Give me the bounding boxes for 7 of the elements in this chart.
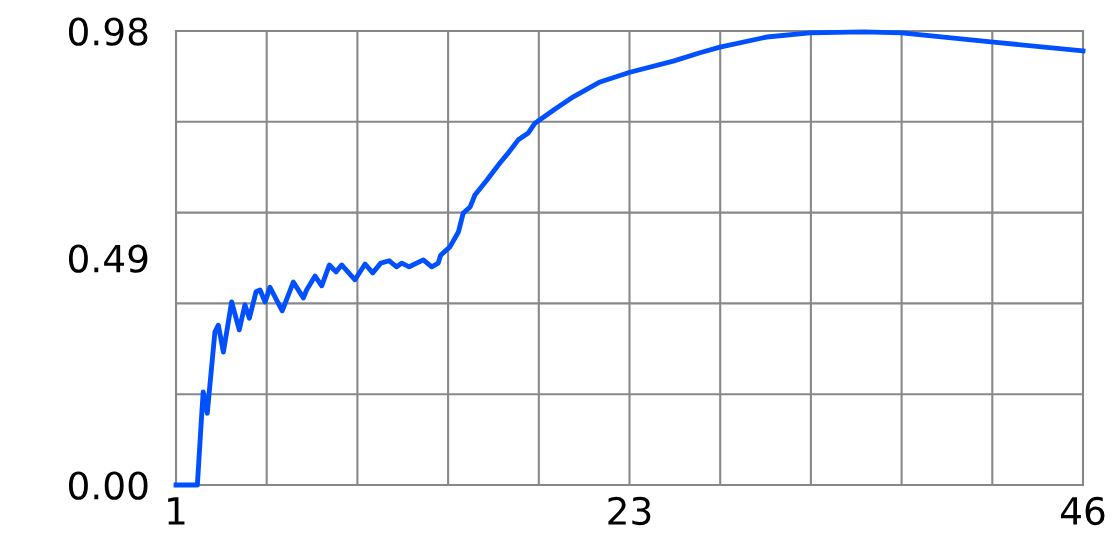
y-tick-label: 0.49	[68, 244, 148, 273]
y-tick-label: 0.98	[68, 17, 148, 46]
x-tick-label: 23	[608, 496, 651, 526]
line-series	[173, 29, 1086, 488]
x-tick-label: 46	[1060, 496, 1105, 526]
x-tick-label: 1	[168, 497, 185, 525]
y-tick-label: 0.00	[68, 471, 148, 500]
